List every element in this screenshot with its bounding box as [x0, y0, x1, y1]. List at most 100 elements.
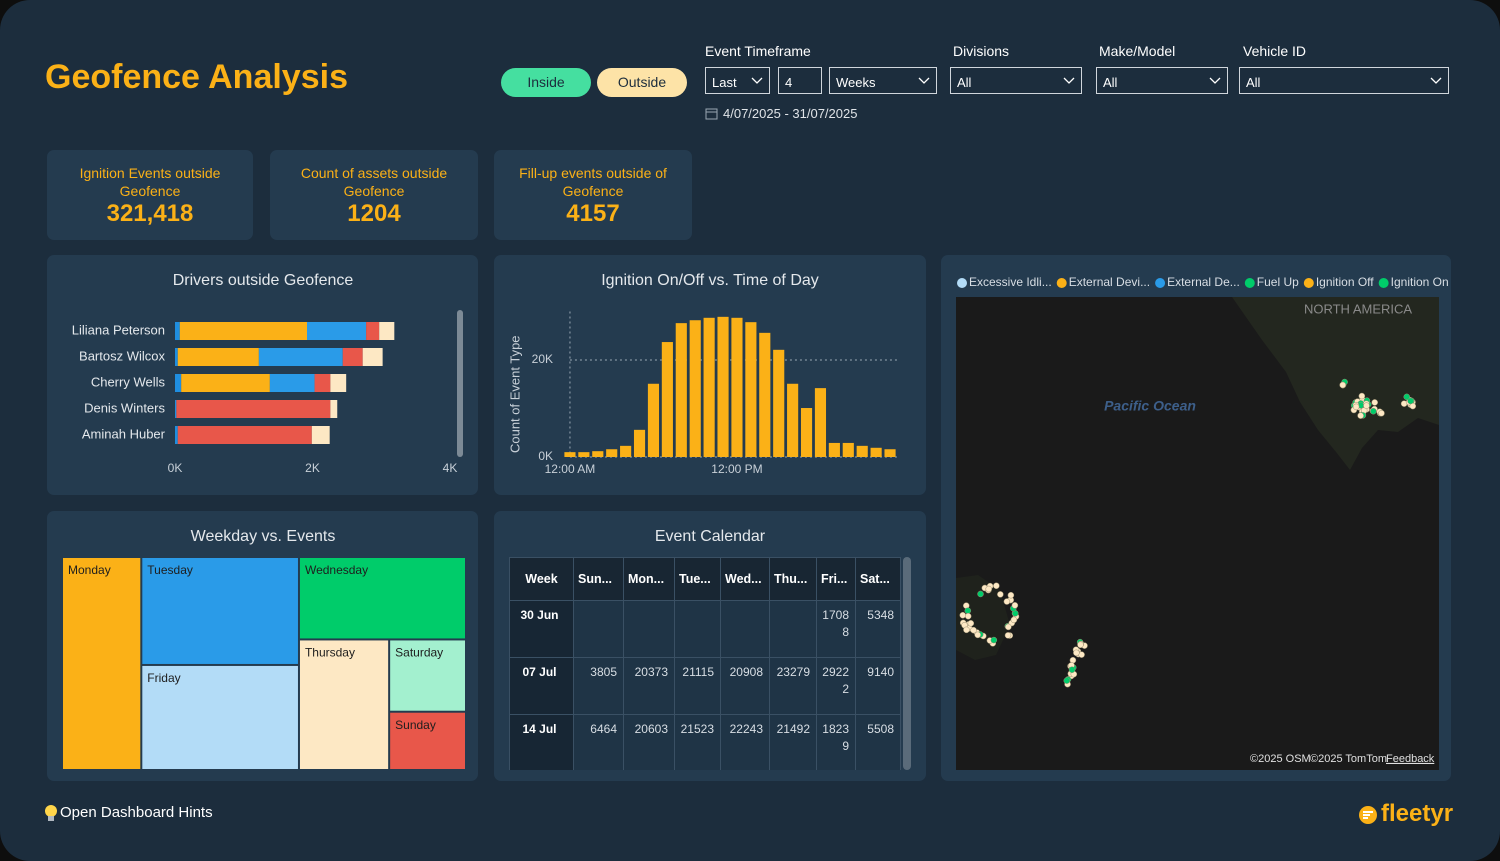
map-point — [1371, 399, 1378, 406]
map-point — [1403, 393, 1410, 401]
treemap-cell — [63, 558, 141, 769]
bar — [745, 322, 757, 457]
bar — [661, 342, 673, 457]
treemap-cell — [299, 558, 465, 639]
kpi-label: Ignition Events outside Geofence — [79, 165, 221, 199]
map-point — [1010, 616, 1018, 624]
column-header: Thu... — [769, 557, 817, 601]
map-point — [1003, 598, 1011, 605]
map: NORTH AMERICA Pacific Ocean ©2025 OSM ©2025… — [956, 297, 1439, 770]
map-point — [1011, 602, 1019, 609]
category-label: Denis Winters — [84, 400, 165, 415]
map-attribution: ©2025 OSM — [1250, 753, 1311, 765]
outside-toggle[interactable]: Outside — [597, 68, 687, 97]
bar — [675, 323, 687, 457]
bar-segment — [307, 322, 367, 340]
treemap-label: Monday — [68, 563, 111, 577]
legend-swatch — [1378, 278, 1389, 288]
bar — [731, 317, 743, 457]
day-cell: 21492 — [769, 714, 817, 770]
scrollbar[interactable] — [457, 310, 463, 457]
dropdown-value: All — [1103, 75, 1118, 90]
x-tick-label: 12:00 AM — [545, 462, 596, 476]
legend-label: Ignition On — [1391, 275, 1449, 289]
day-cell: 5348 — [855, 600, 901, 658]
bar — [870, 447, 882, 457]
bar — [717, 316, 729, 457]
calendar-row: 07 Jul 3805 20373 21115 20908 23279 29222 9140 — [509, 657, 901, 715]
dropdown-value: Weeks — [836, 75, 876, 90]
chart-title: Weekday vs. Events — [191, 528, 336, 545]
map-point — [1007, 591, 1015, 599]
page-title: Geofence Analysis — [45, 58, 348, 96]
map-point — [1378, 409, 1385, 417]
day-cell: 5508 — [855, 714, 901, 770]
bar-segment — [177, 426, 312, 444]
bar — [828, 442, 840, 457]
scrollbar[interactable] — [903, 557, 911, 770]
bar — [633, 429, 646, 457]
bar — [689, 320, 701, 457]
filter-label: Divisions — [953, 43, 1010, 59]
legend-swatch — [1244, 278, 1255, 288]
divisions-dropdown[interactable]: All — [950, 67, 1082, 94]
map-point — [964, 612, 972, 620]
map-point — [974, 631, 981, 639]
x-tick-label: 12:00 PM — [711, 462, 762, 476]
y-tick-label: 0K — [538, 449, 553, 463]
bulb-icon — [45, 805, 57, 821]
map-point — [1363, 402, 1370, 409]
map-point — [959, 611, 966, 619]
bar-segment — [258, 348, 343, 366]
treemap-cell — [299, 640, 389, 769]
column-header: Fri... — [816, 557, 856, 601]
day-cell — [720, 600, 770, 658]
map-point — [1339, 381, 1346, 389]
bar — [773, 349, 785, 457]
bar-segment — [177, 348, 259, 366]
bar — [856, 445, 868, 457]
make-model-dropdown[interactable]: All — [1096, 67, 1228, 94]
day-cell — [674, 600, 721, 658]
dashboard-hints[interactable]: Open Dashboard Hints — [60, 804, 213, 821]
kpi-card: Ignition Events outside Geofence 321,418 — [47, 150, 253, 240]
day-cell: 29222 — [816, 657, 856, 715]
calendar-title: Event Calendar — [655, 528, 766, 545]
bar-segment — [379, 322, 395, 340]
category-label: Cherry Wells — [91, 374, 166, 389]
map-point — [1352, 403, 1360, 411]
legend-label: External De... — [1167, 275, 1240, 289]
map-feedback[interactable]: Feedback — [1386, 753, 1435, 765]
map-point — [964, 607, 972, 614]
inside-toggle[interactable]: Inside — [501, 68, 591, 97]
bar-segment — [175, 374, 182, 392]
dropdown-value: Last — [712, 75, 737, 90]
bar — [564, 452, 576, 457]
vehicle-id-dropdown[interactable]: All — [1239, 67, 1449, 94]
bar — [620, 445, 632, 457]
kpi-card: Fill-up events outside of Geofence 4157 — [494, 150, 692, 240]
bar-segment — [179, 322, 307, 340]
timeframe-mode[interactable]: Last — [705, 67, 770, 94]
bar — [759, 332, 771, 457]
landmass — [1232, 297, 1439, 470]
bar-segment — [342, 348, 363, 366]
map-point — [1073, 649, 1080, 657]
treemap-cell — [142, 665, 298, 769]
day-cell: 6464 — [573, 714, 624, 770]
treemap-label: Sunday — [395, 718, 436, 732]
timeframe-count[interactable]: 4 — [778, 67, 822, 94]
kpi-value: 321,418 — [106, 200, 194, 227]
day-cell — [769, 600, 817, 658]
timeframe-unit[interactable]: Weeks — [829, 67, 937, 94]
chart-title: Ignition On/Off vs. Time of Day — [601, 272, 819, 289]
map-point — [985, 585, 992, 593]
calendar-row: 14 Jul 6464 20603 21523 22243 21492 18239 5508 — [509, 714, 901, 770]
chevron — [1063, 77, 1075, 84]
chevron — [1209, 77, 1221, 84]
day-cell: 23279 — [769, 657, 817, 715]
bar-segment — [175, 322, 180, 340]
bar — [884, 449, 896, 457]
